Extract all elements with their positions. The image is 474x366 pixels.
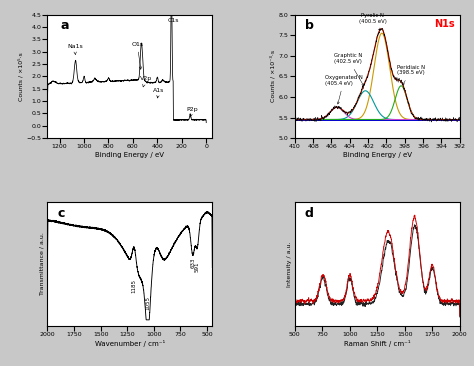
Text: N1s: N1s — [434, 19, 455, 29]
Y-axis label: Transmittance / a.u.: Transmittance / a.u. — [40, 232, 45, 295]
X-axis label: Wavenumber / cm⁻¹: Wavenumber / cm⁻¹ — [95, 340, 165, 347]
Text: V2p: V2p — [140, 76, 152, 87]
Text: O1s: O1s — [131, 41, 143, 69]
Text: 591: 591 — [195, 261, 200, 272]
Text: Na1s: Na1s — [67, 44, 83, 55]
Text: b: b — [305, 19, 314, 33]
X-axis label: Binding Energy / eV: Binding Energy / eV — [343, 152, 412, 158]
Text: 633: 633 — [191, 258, 195, 268]
Text: Peridiaic N
(398.5 eV): Peridiaic N (398.5 eV) — [397, 64, 425, 85]
Text: Graphtic N
(402.5 eV): Graphtic N (402.5 eV) — [334, 53, 364, 86]
Text: P2p: P2p — [187, 107, 199, 116]
Text: c: c — [57, 207, 64, 220]
Text: 1055: 1055 — [146, 296, 150, 310]
Text: C1s: C1s — [167, 18, 179, 23]
Text: 1185: 1185 — [132, 279, 137, 293]
Y-axis label: Counts / ×10⁵·s: Counts / ×10⁵·s — [18, 52, 23, 101]
Text: Pyrolic N
(400.5 eV): Pyrolic N (400.5 eV) — [359, 13, 387, 30]
X-axis label: Binding Energy / eV: Binding Energy / eV — [95, 152, 164, 158]
Text: Oxygenated N
(405.4 eV): Oxygenated N (405.4 eV) — [325, 75, 363, 104]
Y-axis label: Counts / ×10⁻³·s: Counts / ×10⁻³·s — [271, 50, 276, 102]
Text: d: d — [305, 207, 314, 220]
Y-axis label: Intensity / a.u.: Intensity / a.u. — [287, 241, 292, 287]
Text: A1s: A1s — [153, 89, 164, 98]
Text: a: a — [61, 19, 69, 33]
X-axis label: Raman Shift / cm⁻¹: Raman Shift / cm⁻¹ — [344, 340, 410, 347]
